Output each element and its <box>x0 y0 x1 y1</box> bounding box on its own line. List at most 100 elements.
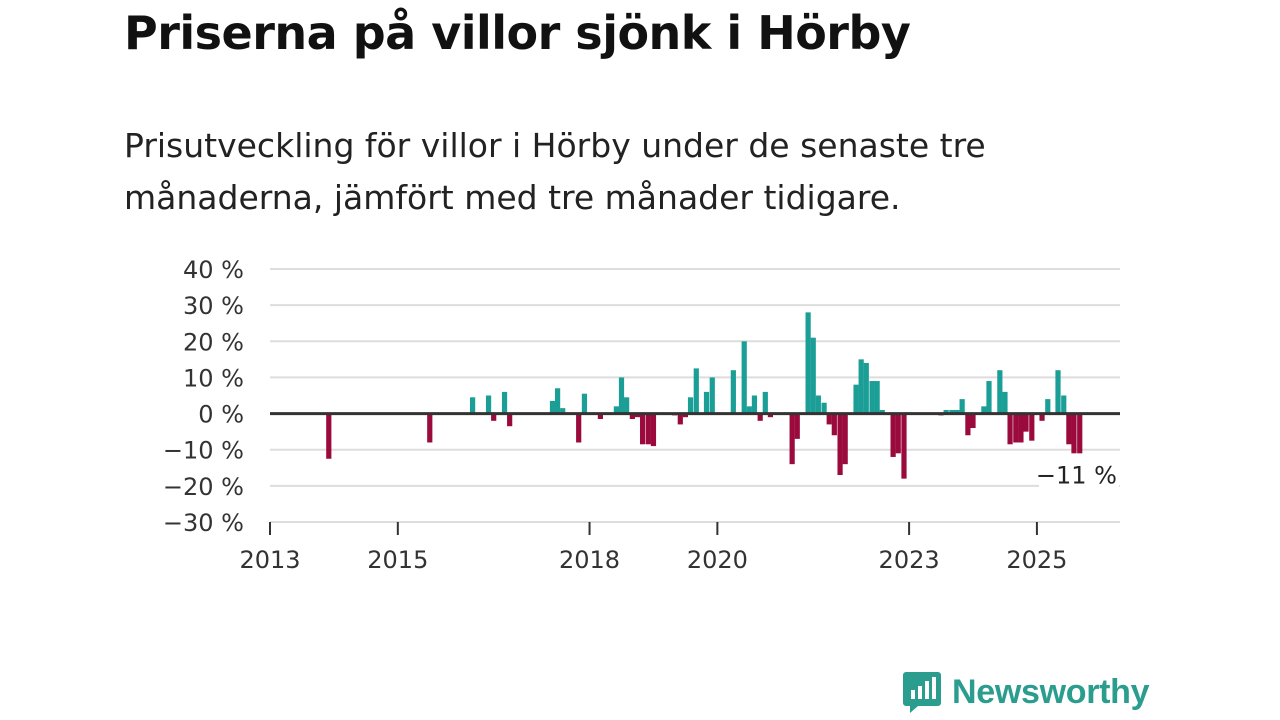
bar <box>810 337 816 414</box>
x-tick-label: 2020 <box>687 546 748 574</box>
bar <box>549 400 556 414</box>
bar <box>1029 413 1035 441</box>
y-tick-label: 40 % <box>183 256 244 284</box>
bar <box>837 413 843 476</box>
bar <box>879 409 885 414</box>
bar <box>965 413 971 436</box>
bar <box>1039 413 1045 421</box>
chart-subtitle: Prisutveckling för villor i Hörby under … <box>124 126 986 217</box>
bar <box>560 408 566 414</box>
brand-logo: Newsworthy <box>902 670 1150 714</box>
y-axis-ticks: 40 % 30 % 20 % 10 % 0 % −10 % −20 % −30 % <box>163 256 244 537</box>
x-tick-label: 2023 <box>879 546 940 574</box>
bar <box>997 370 1003 414</box>
bar <box>682 413 689 418</box>
y-tick-label: −30 % <box>163 509 244 537</box>
bar <box>501 391 508 414</box>
bar <box>507 413 513 427</box>
bar <box>1002 391 1008 414</box>
bar <box>954 409 960 414</box>
bar <box>826 413 832 425</box>
end-value-label: −11 % <box>1036 461 1117 489</box>
newsworthy-logo-icon <box>903 672 941 713</box>
bar <box>677 413 683 425</box>
bar <box>709 377 715 414</box>
x-tick-label: 2025 <box>1006 546 1067 574</box>
bar <box>326 413 332 459</box>
bar-chart: 40 %30 %20 %10 %0 %−10 %−20 %−30 % 2013 2… <box>163 256 1120 574</box>
bar <box>794 413 800 439</box>
bar <box>469 397 476 414</box>
bar <box>1045 399 1051 414</box>
bar <box>757 413 763 421</box>
bar <box>821 402 827 414</box>
bar <box>485 395 492 414</box>
bar <box>1077 413 1083 454</box>
bar <box>746 406 752 414</box>
bar <box>895 413 901 454</box>
bar <box>491 413 497 421</box>
bar <box>805 312 811 414</box>
end-label-background <box>1039 462 1119 490</box>
brand-name: Newsworthy <box>952 672 1150 711</box>
bar <box>1013 413 1019 443</box>
bar <box>901 413 907 479</box>
bar <box>624 397 630 414</box>
bars <box>326 312 1083 479</box>
bar <box>863 362 869 414</box>
bar <box>687 397 694 414</box>
bar <box>1066 413 1072 445</box>
bar <box>645 413 651 445</box>
bar <box>762 391 768 414</box>
bar <box>634 413 641 418</box>
y-tick-label: 30 % <box>183 292 244 320</box>
bar <box>576 413 582 443</box>
bar <box>986 381 992 414</box>
y-tick-label: 0 % <box>198 401 244 429</box>
bar <box>869 381 875 414</box>
bar <box>751 395 758 414</box>
bar <box>1023 413 1029 432</box>
y-tick-label: −20 % <box>163 473 244 501</box>
bar <box>1071 413 1077 454</box>
bar <box>959 399 965 414</box>
y-tick-label: 10 % <box>183 364 244 392</box>
x-axis-ticks: 2013 2015 2018 2020 2023 2025 <box>239 522 1067 574</box>
bar <box>618 377 625 414</box>
bar <box>970 413 976 429</box>
bar <box>890 413 896 457</box>
bar <box>853 384 859 414</box>
bar <box>1007 413 1013 445</box>
bar <box>597 413 604 419</box>
x-tick-label: 2015 <box>367 546 428 574</box>
end-label-group: −11 % <box>1036 461 1119 490</box>
bar <box>981 406 987 414</box>
bar <box>650 413 657 447</box>
x-tick-label: 2013 <box>239 546 300 574</box>
bar <box>613 406 619 414</box>
chart-title: Priserna på villor sjönk i Hörby <box>124 6 911 60</box>
bar <box>629 413 635 419</box>
bar <box>842 413 848 465</box>
bar <box>639 413 646 445</box>
bar <box>554 388 561 414</box>
y-tick-label: 20 % <box>183 328 244 356</box>
bar <box>1061 395 1067 414</box>
bar <box>581 393 588 414</box>
bar <box>831 413 837 436</box>
bar <box>767 413 774 418</box>
bar <box>858 359 864 414</box>
bar <box>703 391 710 414</box>
bar <box>730 370 736 414</box>
bar <box>1018 413 1024 443</box>
bar <box>693 368 699 414</box>
bar <box>741 341 747 414</box>
bar <box>789 413 795 465</box>
bar <box>427 413 433 443</box>
bar <box>1055 370 1061 414</box>
bar <box>943 409 949 414</box>
x-tick-label: 2018 <box>559 546 620 574</box>
y-tick-label: −10 % <box>163 437 244 465</box>
bar <box>949 409 955 414</box>
bar <box>874 381 880 414</box>
